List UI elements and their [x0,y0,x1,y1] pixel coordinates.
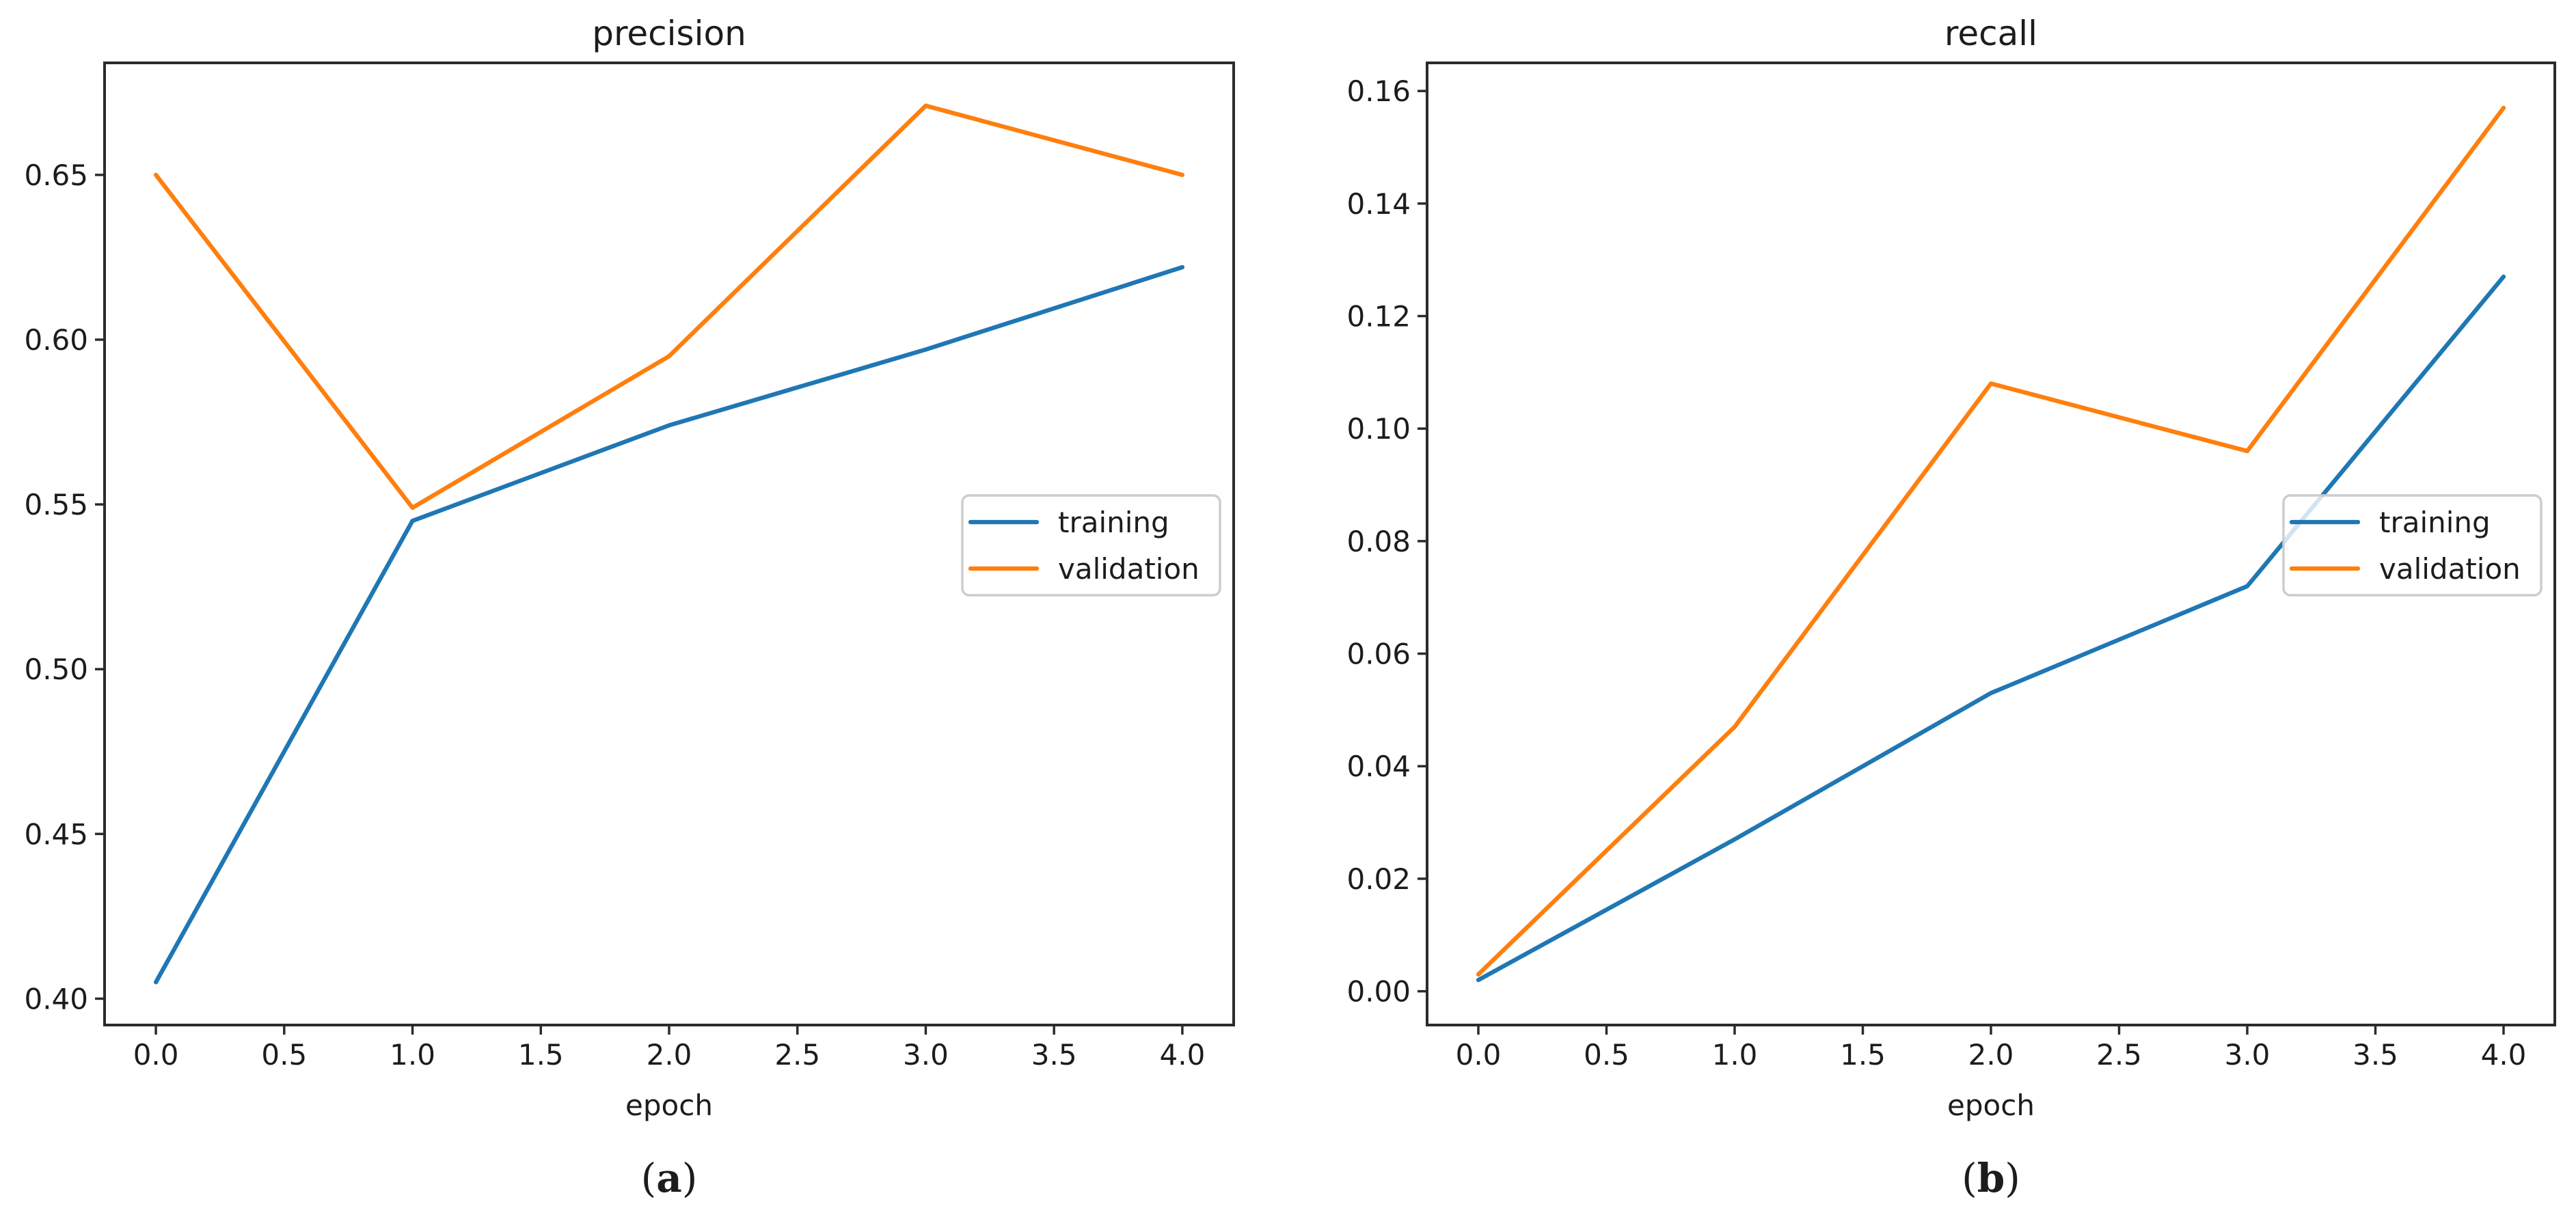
x-tick-label: 4.0 [2481,1038,2527,1071]
y-tick-label: 0.10 [1346,412,1411,446]
chart-title: recall [1944,14,2037,53]
training-line [1476,274,2506,983]
validation-line [153,103,1185,510]
legend-training-label: training [2379,506,2491,539]
subplot-caption: (a) [641,1155,698,1201]
y-tick-label: 0.16 [1346,74,1411,108]
x-tick-label: 3.5 [1031,1038,1077,1071]
y-tick-label: 0.65 [24,159,88,192]
legend-validation-label: validation [2379,552,2521,586]
legend: training validation [961,494,1221,597]
y-tick-label: 0.40 [24,982,88,1015]
y-tick-label: 0.60 [24,323,88,357]
y-tick-label: 0.14 [1346,187,1411,221]
legend: training validation [2282,494,2543,597]
x-tick-label: 0.5 [1584,1038,1629,1071]
y-tick-label: 0.12 [1346,300,1411,333]
x-tick-label: 3.5 [2353,1038,2398,1071]
x-axis-label: epoch [1947,1089,2035,1122]
training-line [153,264,1185,985]
recall-chart: recall 0.0 0.5 1.0 1.5 2.0 2.5 3.0 3.5 4.0 0.00 0.0… [1346,14,2556,1201]
x-tick-label: 3.0 [903,1038,949,1071]
legend-validation-label: validation [1058,552,1199,586]
x-tick-label: 1.5 [1840,1038,1886,1071]
y-tick-label: 0.02 [1346,862,1411,896]
y-tick-label: 0.00 [1346,975,1411,1009]
x-axis-label: epoch [625,1089,713,1122]
x-tick-label: 4.0 [1160,1038,1206,1071]
x-tick-label: 1.5 [518,1038,564,1071]
validation-line [1476,105,2506,977]
y-tick-label: 0.50 [24,653,88,686]
x-tick-label: 0.0 [1456,1038,1502,1071]
x-tick-label: 2.0 [1968,1038,2014,1071]
x-tick-label: 0.5 [261,1038,307,1071]
subplot-caption: (b) [1962,1155,2020,1201]
x-tick-label: 3.0 [2225,1038,2270,1071]
y-tick-label: 0.08 [1346,525,1411,558]
axes-frame [1426,62,2556,1026]
y-tick-label: 0.55 [24,488,88,521]
x-tick-label: 1.0 [390,1038,435,1071]
precision-chart: precision 0.0 0.5 1.0 1.5 2.0 2.5 3.0 3.5 4.0 0.40… [24,14,1235,1201]
x-tick-label: 0.0 [133,1038,179,1071]
axes-frame [103,62,1235,1026]
y-tick-label: 0.45 [24,817,88,851]
legend-training-label: training [1058,506,1169,539]
x-tick-label: 2.5 [774,1038,820,1071]
x-tick-label: 2.5 [2096,1038,2142,1071]
y-tick-label: 0.06 [1346,638,1411,671]
chart-title: precision [592,14,746,53]
y-tick-label: 0.04 [1346,750,1411,783]
x-tick-label: 1.0 [1712,1038,1758,1071]
x-tick-label: 2.0 [647,1038,692,1071]
